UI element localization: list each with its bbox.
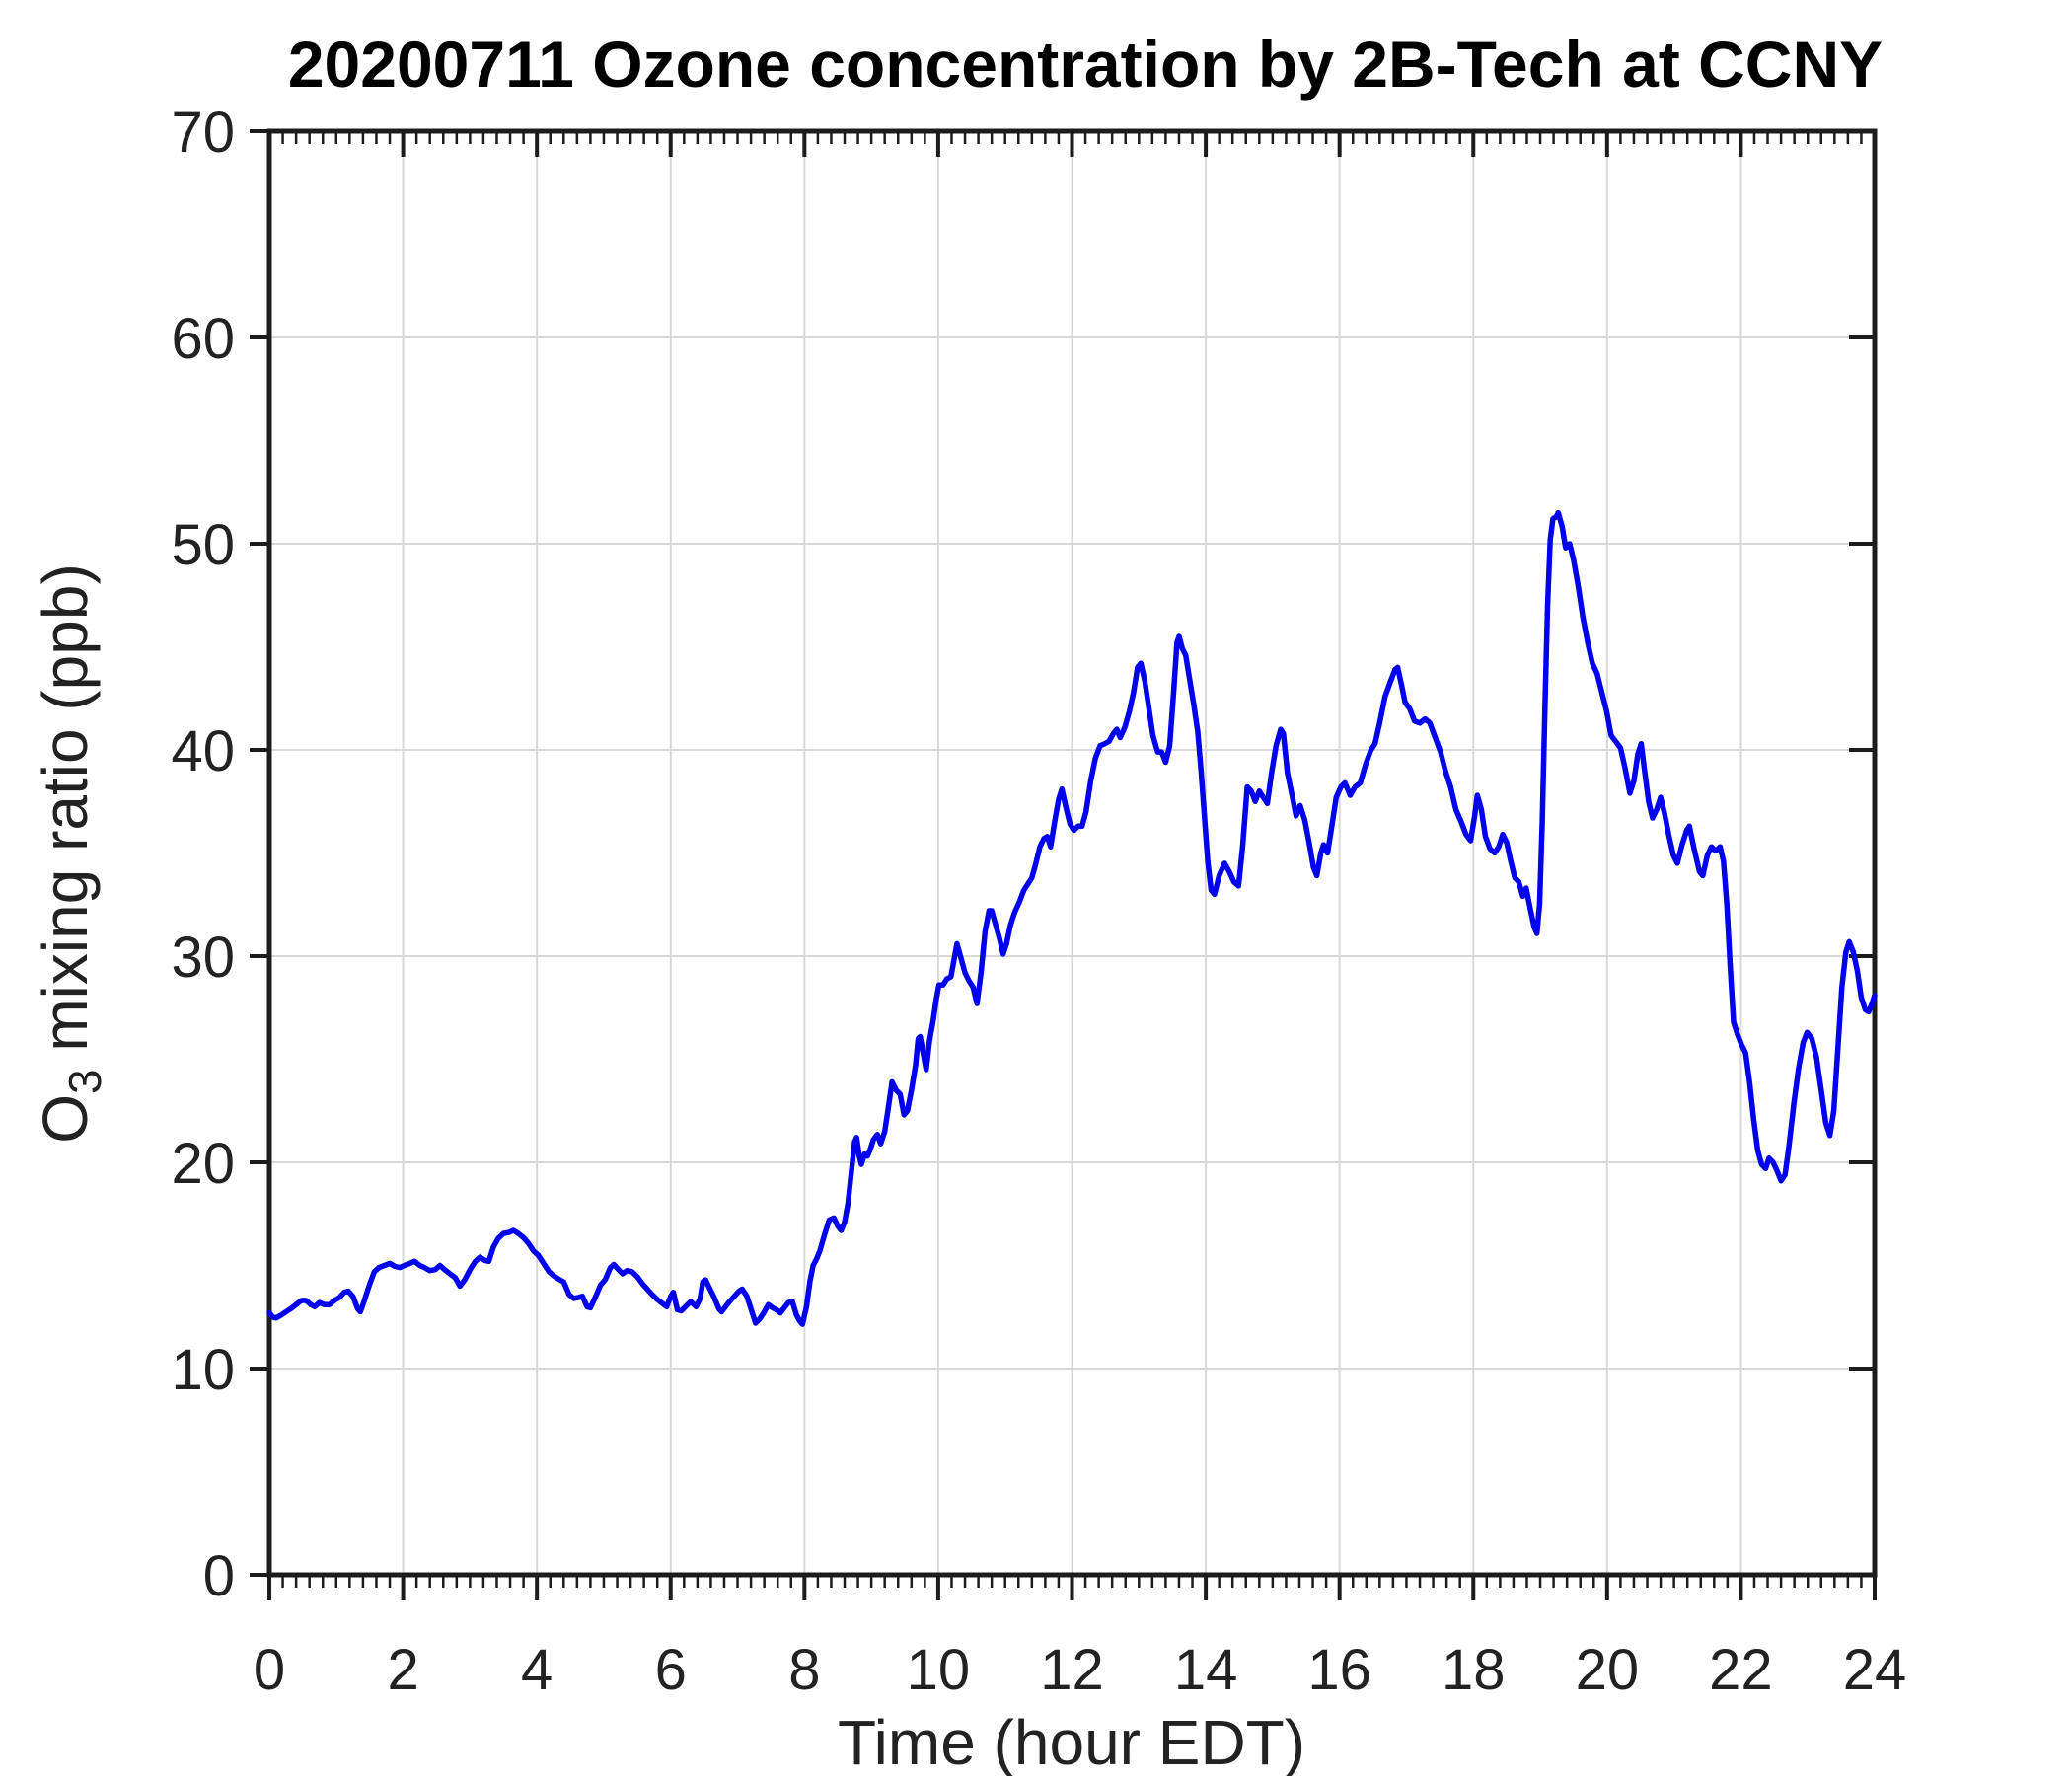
x-tick-label: 12 (1040, 1638, 1104, 1702)
y-tick-labels: 0 10 20 30 40 50 60 70 (171, 101, 235, 1608)
y-tick-label: 10 (171, 1338, 235, 1402)
y-tick-label: 50 (171, 513, 235, 577)
ylabel-part: O (30, 1094, 101, 1144)
y-tick-label: 30 (171, 926, 235, 990)
x-tick-label: 24 (1843, 1638, 1907, 1702)
x-axis-label: Time (hour EDT) (838, 1707, 1305, 1776)
y-tick-label: 40 (171, 719, 235, 783)
plot-border-box (266, 128, 1878, 1578)
ozone-series-line (266, 509, 1878, 1327)
x-tick-label: 10 (907, 1638, 971, 1702)
y-tick-label: 70 (171, 101, 235, 165)
y-tick-label: 60 (171, 307, 235, 371)
x-tick-label: 4 (521, 1638, 553, 1702)
x-tick-labels: 0 2 4 6 8 10 12 14 16 18 20 22 24 (254, 1638, 1906, 1702)
chart-title: 20200711 Ozone concentration by 2B-Tech … (288, 28, 1883, 101)
x-tick-label: 14 (1174, 1638, 1238, 1702)
gridlines (269, 131, 1875, 1575)
x-tick-label: 2 (387, 1638, 418, 1702)
y-axis-label: O3 mixing ratio (ppb) (30, 563, 111, 1144)
major-ticks (250, 129, 1877, 1600)
x-tick-label: 16 (1307, 1638, 1371, 1702)
ylabel-part: mixing ratio (ppb) (30, 563, 101, 1069)
x-tick-label: 20 (1576, 1638, 1640, 1702)
ylabel-subscript: 3 (59, 1069, 111, 1094)
x-tick-label: 22 (1709, 1638, 1773, 1702)
y-tick-label: 0 (203, 1544, 235, 1608)
x-tick-label: 0 (254, 1638, 285, 1702)
x-tick-label: 6 (655, 1638, 687, 1702)
x-tick-label: 18 (1442, 1638, 1506, 1702)
x-tick-label: 8 (788, 1638, 820, 1702)
y-tick-label: 20 (171, 1132, 235, 1196)
